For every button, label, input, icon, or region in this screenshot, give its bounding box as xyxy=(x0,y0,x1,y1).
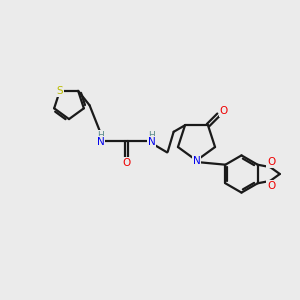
Text: O: O xyxy=(267,157,275,167)
Text: H: H xyxy=(97,131,104,140)
Text: O: O xyxy=(267,181,275,191)
Text: N: N xyxy=(148,136,155,147)
Text: S: S xyxy=(56,86,63,96)
Text: N: N xyxy=(97,136,104,147)
Text: N: N xyxy=(193,155,200,166)
Text: O: O xyxy=(122,158,131,168)
Text: O: O xyxy=(220,106,228,116)
Text: H: H xyxy=(148,131,155,140)
